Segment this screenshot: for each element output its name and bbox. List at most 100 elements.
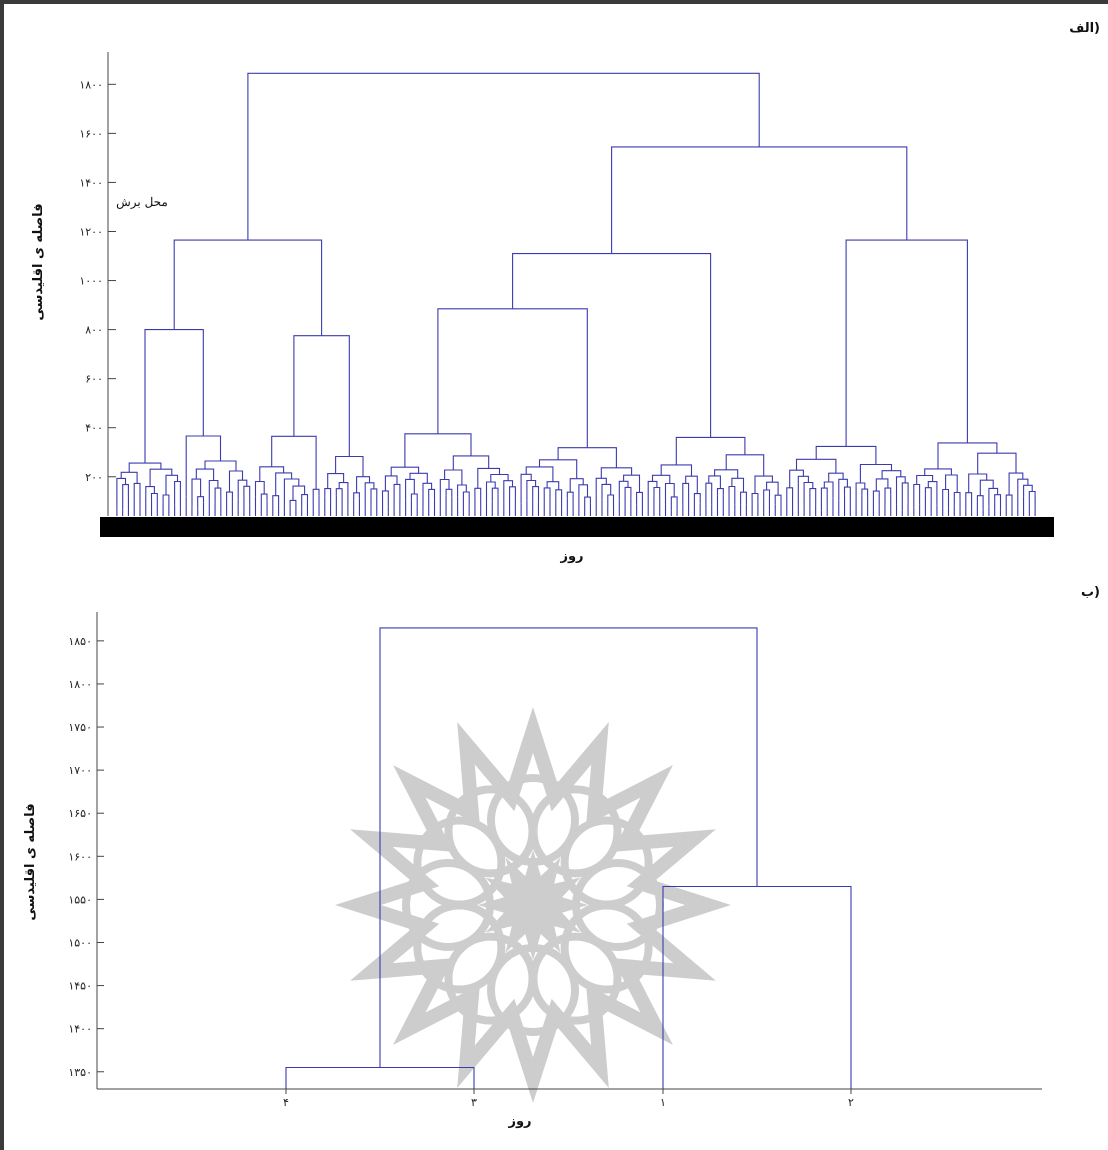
panel-a-merge-link: [247, 72, 760, 241]
panel-a-leaf-bar: [100, 517, 1054, 537]
panel-b-y-tick-label: ۱۳۵۰: [68, 1066, 92, 1079]
panel-a-merge-link: [611, 146, 908, 254]
panel-a-merge-link: [1023, 484, 1033, 497]
panel-b-y-tick-label: ۱۶۰۰: [68, 850, 92, 863]
panel-a-merge-link: [670, 496, 678, 511]
panel-a-merge-link: [292, 485, 306, 501]
panel-a-merge-link: [660, 464, 693, 477]
panel-a-merge-link: [228, 470, 244, 493]
panel-a-merge-link: [457, 484, 467, 497]
panel-a-merge-link: [293, 335, 350, 457]
panel-a-merge-link: [968, 473, 988, 493]
panel-b-merge-link: [285, 1066, 475, 1089]
panel-a-merge-link: [410, 493, 418, 507]
panel-a-merge-link: [618, 480, 629, 501]
panel-a-merge-link: [913, 483, 921, 508]
panel-a-merge-link: [381, 490, 389, 507]
panel-a-merge-link: [214, 487, 222, 503]
panel-a-merge-link: [708, 475, 721, 489]
panel-b-x-tick-label: ۲: [848, 1096, 854, 1109]
panel-a-merge-link: [128, 462, 162, 473]
watermark-star-outer: [335, 707, 731, 1103]
panel-a-merge-link: [595, 477, 607, 496]
panel-a-y-tick-label: ۱۴۰۰: [79, 176, 103, 189]
panel-a-merge-link: [120, 471, 138, 484]
panel-a-merge-link: [133, 482, 141, 510]
panel-a-merge-link: [953, 491, 961, 507]
panel-a-merge-link: [393, 483, 401, 506]
panel-a-merge-link: [823, 481, 834, 498]
panel-a-merge-link: [174, 480, 181, 508]
panel-b-y-tick-label: ۱۷۰۰: [68, 764, 92, 777]
panel-a-y-tick-label: ۱۰۰۰: [79, 275, 103, 288]
panel-a-merge-link: [861, 488, 869, 497]
panel-b-y-tick-label: ۱۵۰۰: [68, 936, 92, 949]
panel-a-merge-link: [927, 481, 938, 506]
panel-a-y-tick-label: ۱۲۰۰: [79, 225, 103, 238]
panel-a-merge-link: [532, 486, 540, 502]
panel-a-merge-link: [714, 469, 739, 479]
panel-a-merge-link: [260, 493, 268, 512]
panel-a-merge-link: [651, 474, 671, 484]
panel-a-merge-link: [301, 494, 309, 508]
panel-a-y-tick-label: ۶۰۰: [85, 373, 103, 386]
panel-b-y-tick-label: ۱۶۵۰: [68, 807, 92, 820]
panel-b-y-ticks: ۱۳۵۰ ۱۴۰۰ ۱۴۵۰ ۱۵۰۰ ۱۵۵۰ ۱۶۰۰ ۱۶۵۰ ۱۷۰۰ ۱۷۵۰ ۱۸۰۰…: [68, 635, 104, 1079]
panel-a-y-axis-title: فاصله ی اقلیدسی: [31, 203, 46, 320]
panel-a-label: الف): [1069, 21, 1100, 36]
panel-b-x-axis-title: روز: [507, 1114, 531, 1129]
watermark-ring: [413, 816, 506, 909]
panel-a-merge-link: [977, 452, 1017, 474]
panel-a-merge-link: [685, 475, 698, 494]
panel-a-merge-link: [881, 470, 902, 479]
panel-b-x-ticks: ۴ ۳ ۱ ۲: [283, 1089, 854, 1109]
panel-a-merge-link: [271, 435, 317, 490]
panel-b-merge-link: [379, 627, 758, 1068]
panel-a-merge-link: [845, 239, 968, 447]
panel-b-x-tick-label: ۳: [471, 1096, 477, 1109]
panel-a-merge-link: [705, 482, 713, 509]
panel-a-merge-link: [566, 491, 574, 504]
panel-b-y-axis-title: فاصله ی اقلیدسی: [23, 803, 38, 920]
panel-a-merge-link: [838, 478, 848, 501]
panel-a-merge-link: [1005, 494, 1013, 508]
panel-a-merge-link: [797, 475, 809, 505]
panel-b-y-tick-label: ۱۴۵۰: [68, 980, 92, 993]
panel-b-y-tick-label: ۱۸۵۰: [68, 635, 92, 648]
panel-b-dendrogram: [285, 627, 852, 1089]
panel-a-merge-link: [338, 482, 349, 505]
panel-a-merge-link: [653, 486, 661, 501]
panel-a-merge-link: [312, 488, 320, 506]
panel-a-x-axis-title: روز: [559, 549, 583, 564]
panel-a-merge-link: [226, 491, 233, 502]
panel-a-merge-link: [243, 485, 251, 505]
panel-a-merge-link: [601, 483, 612, 500]
panel-a-merge-link: [569, 478, 584, 493]
panel-a-merge-link: [324, 488, 332, 503]
panel-a-merge-link: [647, 480, 658, 511]
panel-a-merge-link: [664, 482, 675, 505]
panel-a-merge-link: [173, 239, 323, 336]
panel-a-merge-link: [150, 492, 158, 512]
panel-a-merge-link: [116, 477, 127, 511]
watermark-ring: [444, 932, 537, 1025]
panel-a-merge-link: [405, 478, 415, 500]
panel-a-y-ticks: ۲۰۰ ۴۰۰ ۶۰۰ ۸۰۰ ۱۰۰۰ ۱۲۰۰ ۱۴۰۰ ۱۶۰۰ ۱۸۰۰: [79, 78, 116, 484]
panel-a-merge-link: [439, 478, 450, 509]
panel-a-merge-link: [353, 492, 360, 501]
panel-a-merge-link: [208, 479, 219, 503]
watermark-ring: [529, 785, 622, 878]
panel-a-merge-link: [384, 475, 398, 491]
panel-a-merge-link: [477, 467, 501, 489]
panel-a-merge-link: [165, 474, 179, 495]
panel-a-merge-link: [122, 484, 129, 510]
panel-a-y-tick-label: ۸۰۰: [85, 324, 103, 337]
panel-a-merge-link: [731, 477, 745, 493]
panel-a-merge-link: [428, 488, 436, 500]
panel-a-merge-link: [884, 487, 892, 505]
panel-a-merge-link: [520, 473, 532, 504]
panel-a-merge-link: [636, 491, 643, 508]
panel-a-merge-link: [509, 486, 516, 498]
